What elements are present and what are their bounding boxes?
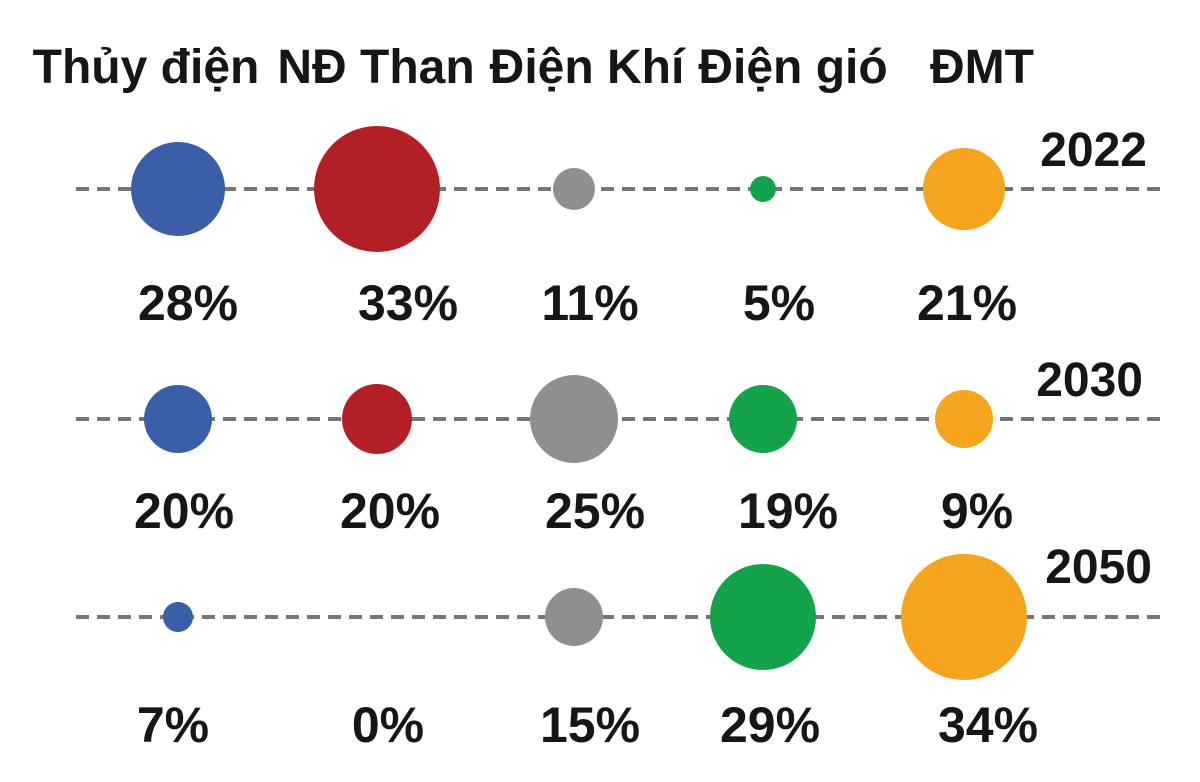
category-label-dien-khi: Điện Khí bbox=[489, 41, 685, 94]
bubble-2050-thuy-dien bbox=[163, 602, 193, 632]
value-label-2030-dmt: 9% bbox=[940, 483, 1014, 539]
bubble-2030-thuy-dien bbox=[144, 385, 212, 453]
bubble-2030-nd-than bbox=[342, 384, 412, 454]
bubble-2030-dmt bbox=[935, 390, 993, 448]
year-label-2030: 2030 bbox=[1036, 354, 1143, 407]
value-label-2030-thuy-dien: 20% bbox=[133, 483, 235, 539]
value-label-2022-dmt: 21% bbox=[916, 275, 1018, 331]
value-label-2022-dien-khi: 11% bbox=[541, 275, 639, 331]
timeline-2050 bbox=[76, 615, 1167, 619]
bubble-2022-dmt bbox=[923, 148, 1005, 230]
category-label-dmt: ĐMT bbox=[930, 41, 1034, 94]
value-label-2050-thuy-dien: 7% bbox=[136, 697, 210, 753]
category-label-dien-gio: Điện gió bbox=[698, 41, 888, 94]
value-label-2030-dien-gio: 19% bbox=[737, 483, 839, 539]
value-label-2050-dien-gio: 29% bbox=[719, 697, 821, 753]
bubble-2022-thuy-dien bbox=[131, 142, 225, 236]
value-label-2050-dien-khi: 15% bbox=[539, 697, 641, 753]
timeline-2030 bbox=[76, 417, 1167, 421]
year-label-2022: 2022 bbox=[1040, 124, 1147, 177]
value-label-2022-nd-than: 33% bbox=[357, 275, 459, 331]
category-label-thuy-dien: Thủy điện bbox=[32, 41, 260, 94]
bubble-2022-dien-gio bbox=[750, 176, 776, 202]
bubble-2022-nd-than bbox=[314, 126, 440, 252]
value-label-2030-nd-than: 20% bbox=[339, 483, 441, 539]
bubble-2050-dmt bbox=[901, 554, 1027, 680]
value-label-2050-nd-than: 0% bbox=[351, 697, 425, 753]
value-label-2030-dien-khi: 25% bbox=[544, 483, 646, 539]
timeline-2022 bbox=[76, 187, 1167, 191]
bubble-2030-dien-gio bbox=[729, 385, 797, 453]
bubble-2050-dien-gio bbox=[710, 564, 816, 670]
bubble-2022-dien-khi bbox=[553, 168, 595, 210]
value-label-2022-thuy-dien: 28% bbox=[137, 275, 239, 331]
bubble-2050-dien-khi bbox=[545, 588, 603, 646]
category-label-nd-than: NĐ Than bbox=[277, 41, 475, 94]
value-label-2022-dien-gio: 5% bbox=[742, 275, 816, 331]
year-label-2050: 2050 bbox=[1045, 541, 1152, 594]
bubble-2030-dien-khi bbox=[530, 375, 618, 463]
value-label-2050-dmt: 34% bbox=[937, 697, 1039, 753]
